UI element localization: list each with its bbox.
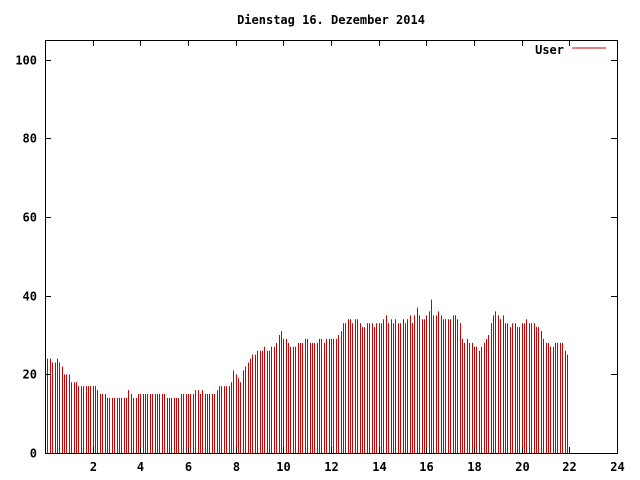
y-tick-label: 40	[23, 290, 37, 304]
x-tick-label: 18	[467, 460, 481, 474]
x-tick-label: 12	[324, 460, 338, 474]
y-tick-label: 20	[23, 368, 37, 382]
x-tick-label: 8	[233, 460, 240, 474]
x-tick-label: 6	[185, 460, 192, 474]
x-tick-label: 10	[276, 460, 290, 474]
chart-title: Dienstag 16. Dezember 2014	[237, 13, 425, 27]
x-tick-label: 16	[419, 460, 433, 474]
y-tick-label: 100	[15, 54, 37, 68]
legend: User	[535, 43, 606, 57]
x-tick-label: 24	[610, 460, 624, 474]
y-tick-label: 0	[30, 447, 37, 461]
y-tick-label: 80	[23, 132, 37, 146]
x-tick-label: 14	[372, 460, 386, 474]
x-tick-label: 4	[137, 460, 144, 474]
x-tick-label: 2	[90, 460, 97, 474]
x-tick-label: 22	[562, 460, 576, 474]
legend-label-user: User	[535, 43, 564, 57]
bars-group	[45, 299, 568, 453]
y-tick-label: 60	[23, 211, 37, 225]
x-tick-label: 20	[515, 460, 529, 474]
